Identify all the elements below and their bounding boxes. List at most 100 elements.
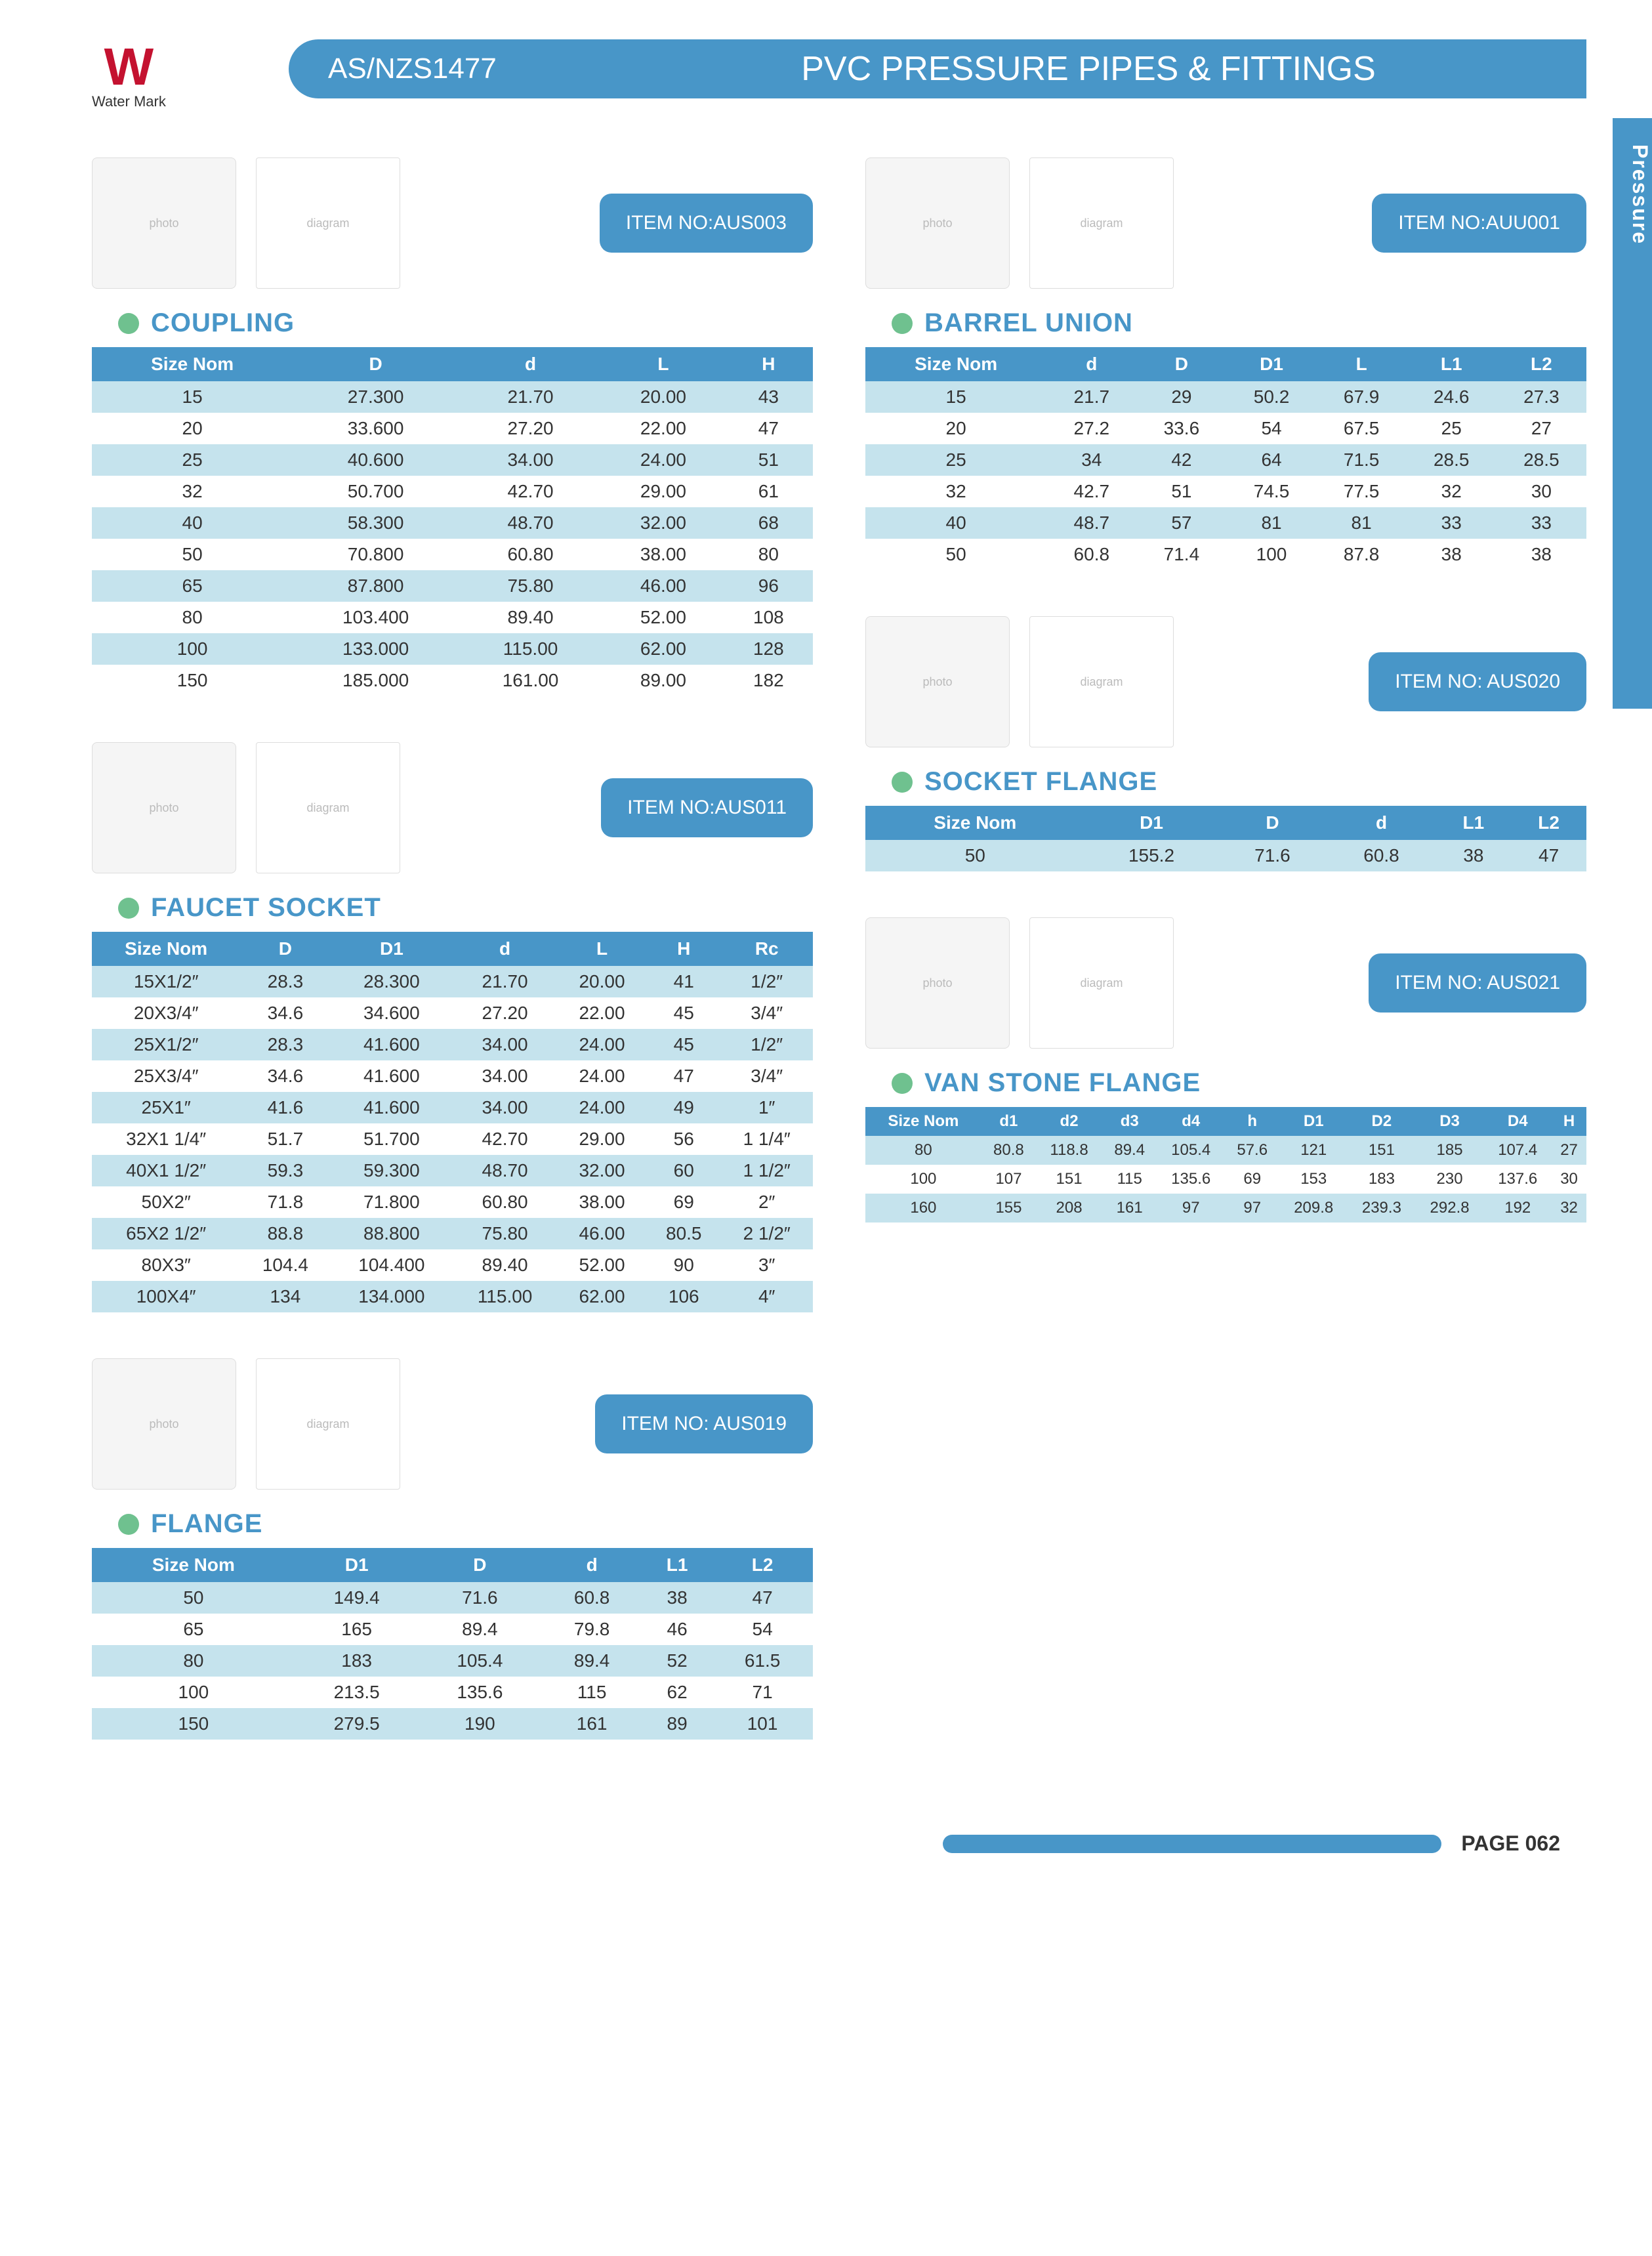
table-cell: 71.8 — [240, 1186, 330, 1218]
table-cell: 24.00 — [557, 1060, 647, 1092]
table-cell: 192 — [1483, 1194, 1552, 1222]
footer-bar — [943, 1835, 1441, 1853]
table-header-cell: D3 — [1416, 1107, 1484, 1136]
flange-item-badge: ITEM NO: AUS019 — [595, 1394, 813, 1453]
table-cell: 34.00 — [453, 1060, 557, 1092]
table-cell: 38 — [1407, 539, 1497, 570]
table-row: 100133.000115.0062.00128 — [92, 633, 813, 665]
table-cell: 52.00 — [602, 602, 724, 633]
table-cell: 62.00 — [557, 1281, 647, 1312]
table-header-cell: d — [459, 347, 602, 381]
table-header-cell: D — [419, 1548, 542, 1582]
table-cell: 33 — [1407, 507, 1497, 539]
table-cell: 100 — [1226, 539, 1316, 570]
table-cell: 3/4″ — [720, 1060, 813, 1092]
table-row: 150279.519016189101 — [92, 1708, 813, 1740]
flange-photo: photo — [92, 1358, 236, 1490]
barrel-diagram: diagram — [1029, 157, 1174, 289]
table-cell: 71.800 — [330, 1186, 453, 1218]
table-cell: 1″ — [720, 1092, 813, 1123]
table-cell: 209.8 — [1279, 1194, 1348, 1222]
section-dot-icon — [118, 1514, 139, 1535]
table-cell: 89.4 — [541, 1645, 642, 1677]
table-cell: 46 — [642, 1614, 712, 1645]
table-header-cell: L2 — [1497, 347, 1586, 381]
table-cell: 1 1/2″ — [720, 1155, 813, 1186]
table-cell: 59.3 — [240, 1155, 330, 1186]
table-cell: 89.40 — [453, 1249, 557, 1281]
table-cell: 106 — [647, 1281, 720, 1312]
table-cell: 69 — [1225, 1165, 1279, 1194]
socket-flange-item-badge: ITEM NO: AUS020 — [1369, 652, 1586, 711]
table-cell: 103.400 — [293, 602, 459, 633]
table-header-cell: L — [1317, 347, 1407, 381]
table-cell: 150 — [92, 1708, 295, 1740]
table-cell: 25X1″ — [92, 1092, 240, 1123]
table-cell: 89.4 — [1102, 1136, 1157, 1165]
table-cell: 161 — [541, 1708, 642, 1740]
table-cell: 50.700 — [293, 476, 459, 507]
table-cell: 28.300 — [330, 966, 453, 997]
coupling-table: Size NomDdLH 1527.30021.7020.00432033.60… — [92, 347, 813, 696]
right-column: photo diagram ITEM NO:AUU001 BARREL UNIO… — [865, 151, 1586, 1779]
table-cell: 150 — [92, 665, 293, 696]
table-header-cell: D — [1218, 806, 1327, 840]
table-cell: 20 — [92, 413, 293, 444]
table-cell: 133.000 — [293, 633, 459, 665]
table-cell: 65X2 1/2″ — [92, 1218, 240, 1249]
table-cell: 3/4″ — [720, 997, 813, 1029]
table-cell: 32 — [865, 476, 1046, 507]
table-cell: 239.3 — [1348, 1194, 1416, 1222]
table-cell: 24.6 — [1407, 381, 1497, 413]
table-header-cell: d3 — [1102, 1107, 1157, 1136]
table-cell: 50.2 — [1226, 381, 1316, 413]
table-row: 3250.70042.7029.0061 — [92, 476, 813, 507]
table-header-cell: D1 — [1279, 1107, 1348, 1136]
table-row: 65X2 1/2″88.888.80075.8046.0080.52 1/2″ — [92, 1218, 813, 1249]
table-header-cell: H — [1552, 1107, 1586, 1136]
table-cell: 292.8 — [1416, 1194, 1484, 1222]
table-row: 100213.5135.61156271 — [92, 1677, 813, 1708]
table-cell: 46.00 — [602, 570, 724, 602]
table-cell: 81 — [1226, 507, 1316, 539]
table-cell: 89.40 — [459, 602, 602, 633]
table-cell: 50 — [92, 1582, 295, 1614]
table-row: 1521.72950.267.924.627.3 — [865, 381, 1586, 413]
table-cell: 32 — [1407, 476, 1497, 507]
table-cell: 149.4 — [295, 1582, 419, 1614]
table-cell: 71.5 — [1317, 444, 1407, 476]
table-header-cell: Size Nom — [865, 1107, 981, 1136]
table-cell: 48.70 — [453, 1155, 557, 1186]
vanstone-item-badge: ITEM NO: AUS021 — [1369, 953, 1586, 1013]
table-cell: 58.300 — [293, 507, 459, 539]
table-cell: 71.4 — [1136, 539, 1226, 570]
table-cell: 2″ — [720, 1186, 813, 1218]
table-cell: 71.6 — [1218, 840, 1327, 871]
table-cell: 80.5 — [647, 1218, 720, 1249]
table-cell: 45 — [647, 1029, 720, 1060]
table-cell: 47 — [712, 1582, 813, 1614]
table-cell: 64 — [1226, 444, 1316, 476]
table-cell: 128 — [724, 633, 813, 665]
table-cell: 88.800 — [330, 1218, 453, 1249]
faucet-table: Size NomDD1dLHRc 15X1/2″28.328.30021.702… — [92, 932, 813, 1312]
table-row: 6516589.479.84654 — [92, 1614, 813, 1645]
table-row: 20X3/4″34.634.60027.2022.00453/4″ — [92, 997, 813, 1029]
table-cell: 134.000 — [330, 1281, 453, 1312]
table-cell: 22.00 — [602, 413, 724, 444]
table-header-cell: D1 — [330, 932, 453, 966]
table-cell: 38 — [1436, 840, 1512, 871]
table-cell: 27 — [1552, 1136, 1586, 1165]
table-cell: 60.80 — [453, 1186, 557, 1218]
table-cell: 32X1 1/4″ — [92, 1123, 240, 1155]
faucet-diagram: diagram — [256, 742, 400, 873]
table-row: 5060.871.410087.83838 — [865, 539, 1586, 570]
table-cell: 1 1/4″ — [720, 1123, 813, 1155]
table-header-cell: Size Nom — [92, 347, 293, 381]
table-row: 50155.271.660.83847 — [865, 840, 1586, 871]
table-cell: 96 — [724, 570, 813, 602]
coupling-item-badge: ITEM NO:AUS003 — [600, 194, 813, 253]
section-dot-icon — [118, 313, 139, 334]
table-row: 2534426471.528.528.5 — [865, 444, 1586, 476]
table-cell: 208 — [1036, 1194, 1102, 1222]
